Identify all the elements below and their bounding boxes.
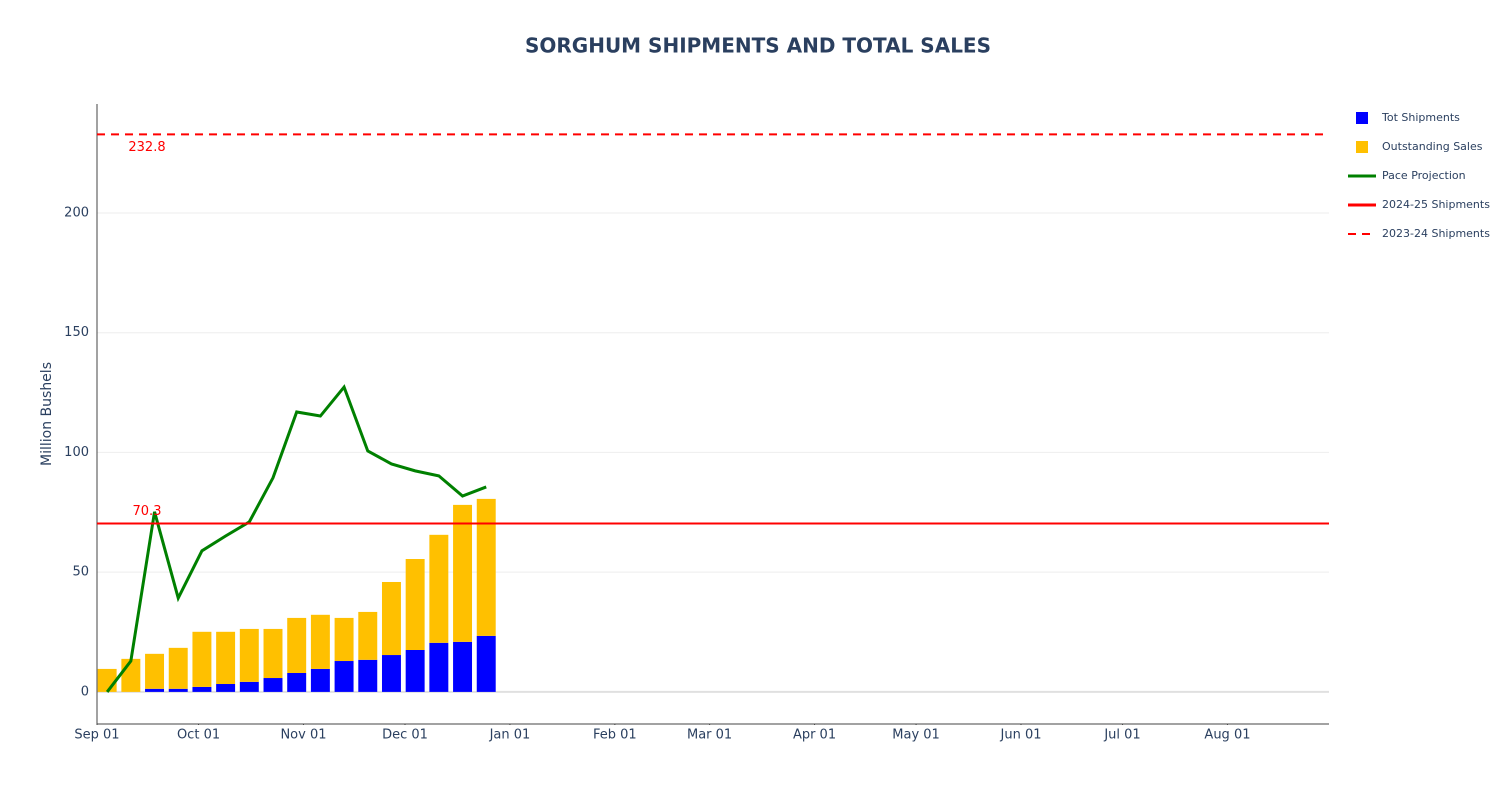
x-tick-label: Nov 01 — [280, 728, 326, 743]
bar — [263, 628, 283, 679]
legend-label: Pace Projection — [1382, 169, 1466, 182]
bar — [405, 559, 425, 651]
chart-title: SORGHUM SHIPMENTS AND TOTAL SALES — [525, 34, 991, 58]
line — [105, 384, 487, 693]
y-tick-label: 50 — [72, 565, 89, 580]
bar — [358, 611, 378, 660]
bar — [145, 653, 165, 689]
y-tick-label: 200 — [64, 205, 89, 220]
x-tick-label: Jun 01 — [1000, 728, 1042, 743]
bar — [405, 650, 425, 692]
x-tick-label: Apr 01 — [793, 728, 836, 743]
bar — [381, 655, 401, 692]
bar — [381, 581, 401, 656]
bar — [168, 647, 188, 689]
legend-label: Tot Shipments — [1381, 111, 1460, 124]
legend-label: 2024-25 Shipments — [1382, 198, 1490, 211]
legend-swatch — [1356, 112, 1368, 124]
x-tick-label: Aug 01 — [1204, 728, 1250, 743]
bar — [429, 534, 449, 643]
y-tick-label: 100 — [64, 445, 89, 460]
bar — [287, 672, 307, 692]
x-tick-label: Feb 01 — [593, 728, 637, 743]
bar — [192, 686, 212, 692]
y-axis-title: Million Bushels — [39, 362, 55, 466]
bar — [453, 641, 473, 692]
legend-label: 2023-24 Shipments — [1382, 227, 1490, 240]
x-tick-label: Sep 01 — [74, 728, 119, 743]
bar — [453, 504, 473, 642]
bar — [168, 688, 188, 692]
bar — [334, 661, 354, 692]
bar — [429, 642, 449, 692]
bar — [476, 635, 496, 692]
bar — [216, 684, 236, 692]
bar — [239, 628, 259, 682]
legend-label: Outstanding Sales — [1382, 140, 1483, 153]
x-tick-label: May 01 — [892, 728, 940, 743]
bar — [216, 631, 236, 685]
bar — [145, 688, 165, 692]
bar — [476, 498, 496, 636]
reference-label: 232.8 — [128, 140, 165, 155]
bar — [287, 617, 307, 673]
bar — [263, 678, 283, 692]
bar — [192, 631, 212, 687]
y-tick-label: 0 — [81, 684, 89, 699]
bar — [310, 668, 330, 692]
x-tick-label: Mar 01 — [687, 728, 732, 743]
x-tick-label: Oct 01 — [177, 728, 220, 743]
bar — [334, 617, 354, 662]
bar — [310, 614, 330, 669]
y-tick-label: 150 — [64, 325, 89, 340]
bar — [97, 668, 117, 692]
x-tick-label: Jul 01 — [1103, 728, 1140, 743]
x-tick-label: Dec 01 — [382, 728, 428, 743]
reference-label: 70.3 — [133, 504, 162, 519]
legend-swatch — [1356, 141, 1368, 153]
x-tick-label: Jan 01 — [489, 728, 531, 743]
bar — [121, 658, 141, 692]
bar — [239, 681, 259, 692]
bar — [358, 659, 378, 692]
